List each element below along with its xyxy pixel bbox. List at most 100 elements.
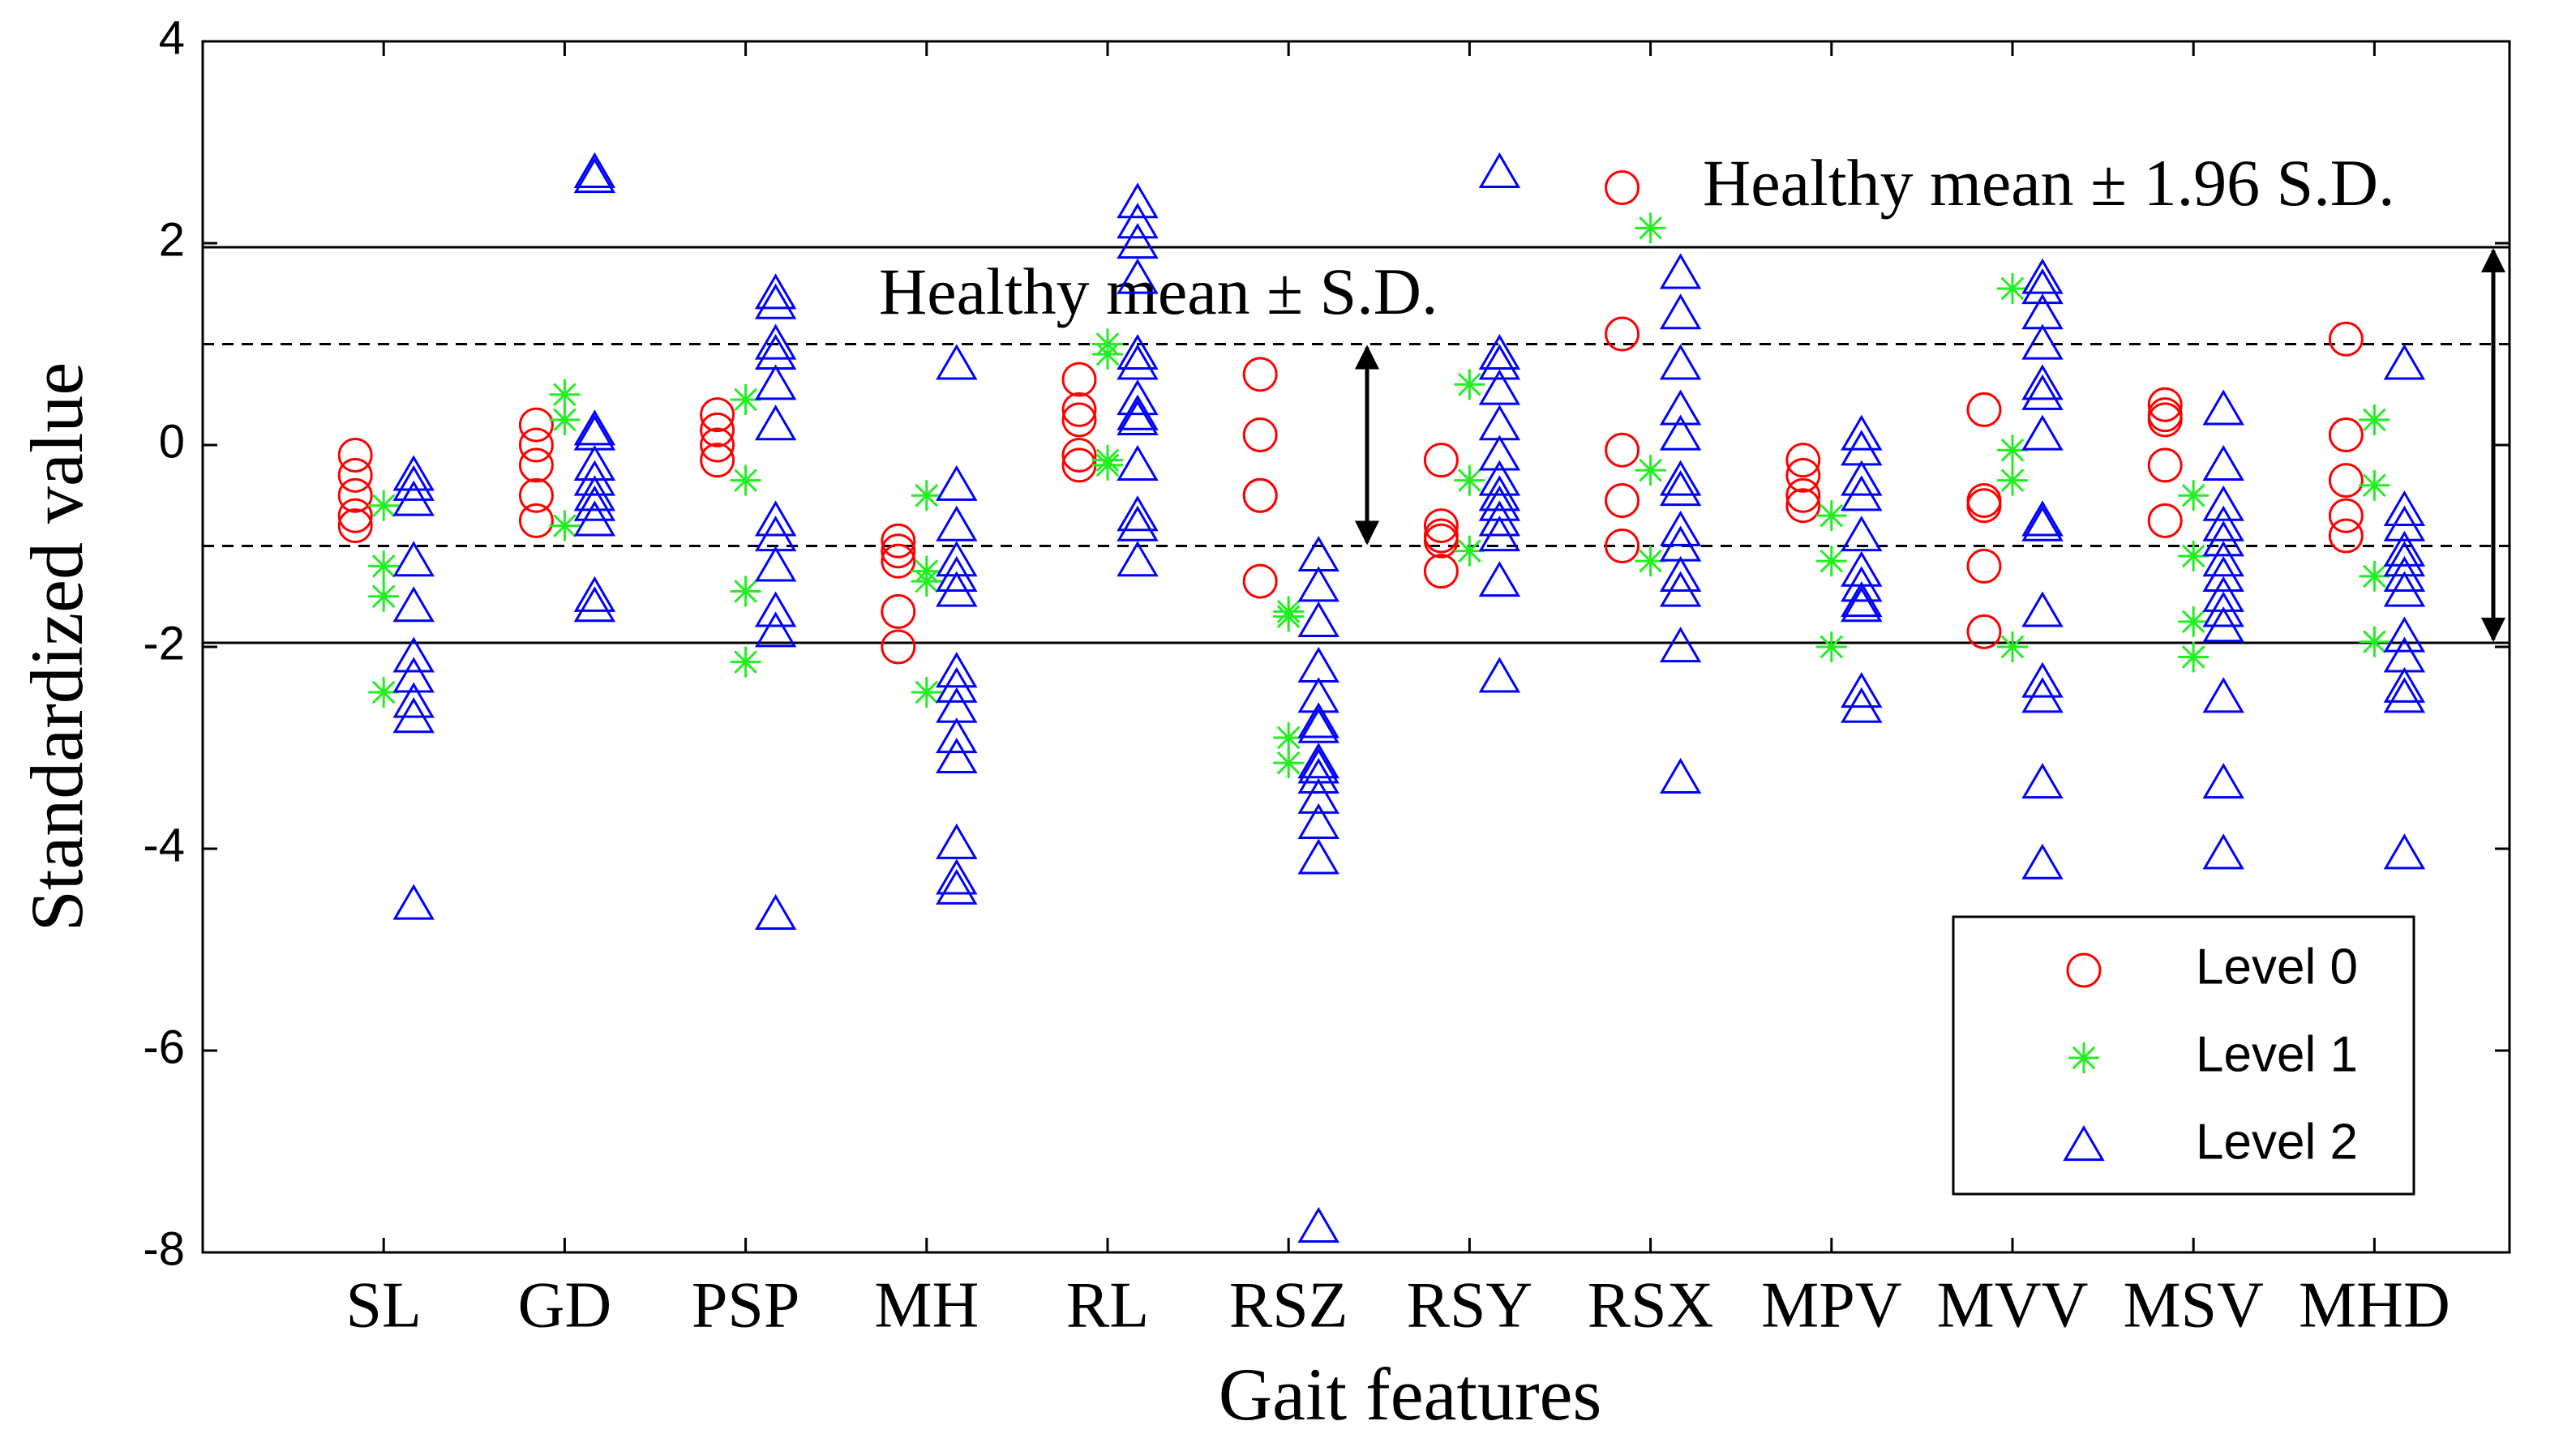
point: [754, 333, 797, 370]
point: [1478, 460, 1521, 496]
point: [1478, 369, 1521, 405]
point: [754, 273, 797, 310]
point: [1117, 182, 1159, 219]
asterisk-stroke: [734, 387, 757, 412]
asterisk-stroke: [1276, 605, 1301, 629]
x-tick-label: SL: [346, 1269, 422, 1341]
point: [2021, 677, 2064, 713]
x-tick-label: PSP: [692, 1269, 799, 1341]
point: [2063, 1125, 2105, 1162]
legend-box: [1952, 915, 2415, 1196]
x-axis-label: Gait features: [1219, 1353, 1602, 1436]
point: [2021, 268, 2064, 305]
point: [754, 323, 797, 360]
asterisk-stroke: [2000, 438, 2025, 462]
point: [2202, 555, 2244, 592]
point: [881, 629, 916, 665]
point: [2328, 518, 2364, 554]
point: [1273, 747, 1305, 779]
point: [1966, 392, 2002, 427]
point: [2328, 417, 2364, 453]
point: [1659, 414, 1702, 451]
asterisk-stroke: [1276, 726, 1301, 750]
point: [754, 500, 797, 537]
asterisk-stroke: [1819, 549, 1844, 573]
y-tick-label: -8: [143, 1222, 185, 1275]
x-tick-label: MPV: [1761, 1269, 1901, 1341]
point: [754, 591, 797, 627]
point: [936, 464, 978, 501]
point: [337, 457, 373, 493]
asterisk-stroke: [371, 584, 396, 609]
point: [1061, 437, 1097, 473]
point: [1117, 399, 1159, 435]
asterisk-stroke: [915, 569, 939, 593]
point: [2202, 541, 2244, 577]
point: [2359, 626, 2390, 657]
point: [368, 490, 400, 521]
point: [1605, 432, 1640, 468]
point: [392, 480, 435, 516]
point: [2383, 505, 2426, 541]
point: [1659, 627, 1702, 663]
point: [2147, 447, 2183, 483]
point: [881, 543, 916, 579]
point: [1297, 743, 1339, 779]
point: [1785, 477, 1821, 513]
point: [700, 443, 735, 478]
point: [911, 677, 942, 708]
asterisk-stroke: [2181, 610, 2205, 634]
point: [1117, 444, 1159, 481]
point: [368, 580, 400, 612]
point: [1117, 333, 1159, 370]
point: [1454, 464, 1485, 496]
point: [1117, 495, 1159, 532]
point: [573, 586, 616, 623]
y-axis-label: Standardized value: [15, 362, 98, 932]
point: [2202, 763, 2244, 799]
point: [730, 576, 761, 607]
point: [1117, 344, 1159, 380]
point: [392, 884, 435, 920]
point: [936, 858, 978, 895]
x-tick-label: MHD: [2299, 1269, 2450, 1341]
point: [2328, 321, 2364, 357]
point: [1297, 646, 1339, 683]
point: [2021, 293, 2064, 330]
point: [881, 533, 916, 569]
point: [2178, 480, 2210, 511]
point: [1635, 455, 1666, 486]
y-tick-label: 2: [159, 213, 185, 266]
point: [2328, 463, 2364, 499]
asterisk-stroke: [2181, 544, 2205, 568]
point: [2328, 498, 2364, 533]
point: [2147, 402, 2183, 438]
point: [1997, 631, 2028, 662]
asterisk-stroke: [1819, 635, 1844, 659]
point: [1297, 535, 1339, 572]
point: [549, 510, 581, 541]
point: [2021, 323, 2064, 360]
legend-label: Level 1: [2196, 1026, 2358, 1082]
asterisk-stroke: [734, 650, 757, 674]
point: [1478, 561, 1521, 597]
asterisk-stroke: [2363, 473, 2386, 498]
point: [573, 500, 616, 537]
point: [1659, 253, 1702, 289]
point: [1605, 170, 1640, 206]
point: [518, 477, 554, 513]
asterisk-stroke: [2072, 1046, 2096, 1070]
point: [2383, 571, 2426, 607]
point: [2383, 616, 2426, 653]
asterisk-stroke: [371, 554, 396, 578]
point: [1117, 541, 1159, 577]
point: [1785, 457, 1821, 493]
y-tick-label: -6: [143, 1021, 185, 1073]
point: [337, 508, 373, 544]
point: [518, 427, 554, 463]
point: [1841, 516, 1883, 552]
point: [1785, 443, 1821, 478]
point: [2383, 490, 2426, 527]
asterisk-stroke: [915, 483, 939, 507]
